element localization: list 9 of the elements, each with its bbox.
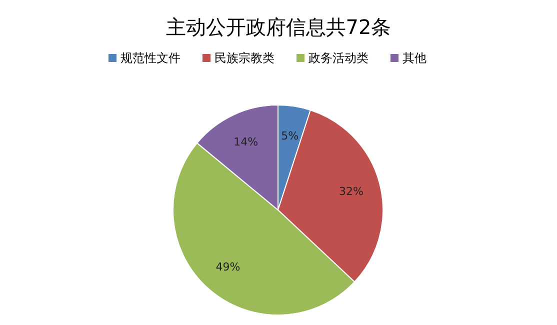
legend-label: 政务活动类 — [308, 51, 368, 65]
data-label: 49% — [216, 260, 240, 274]
legend-label: 其他 — [402, 51, 426, 65]
data-label: 14% — [234, 136, 258, 149]
data-label: 32% — [339, 185, 364, 198]
chart-title: 主动公开政府信息共72条 — [166, 15, 392, 39]
data-label: 5% — [281, 129, 299, 142]
legend-label: 规范性文件 — [120, 51, 180, 65]
legend-label: 民族宗教类 — [214, 51, 274, 65]
